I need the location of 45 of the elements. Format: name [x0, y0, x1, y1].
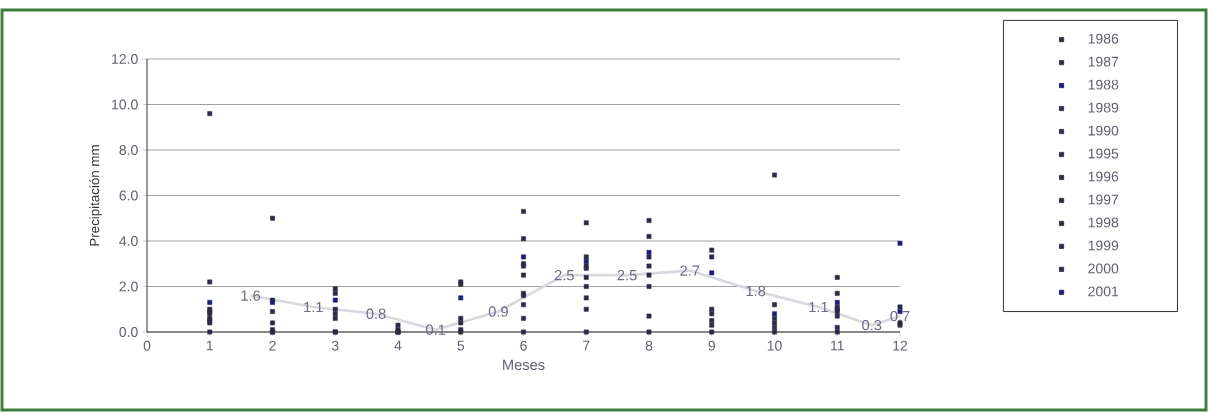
data-label: 0.8 — [366, 308, 386, 319]
y-tick-label: 2.0 — [119, 281, 138, 292]
x-tick-label: 12 — [893, 340, 908, 351]
legend-label: 2001 — [1088, 286, 1119, 297]
x-tick-label: 10 — [767, 340, 782, 351]
data-label: 0.9 — [488, 306, 508, 317]
data-label: 1.1 — [809, 301, 828, 313]
data-label: 0.3 — [862, 320, 882, 331]
x-tick-label: 8 — [645, 340, 653, 351]
y-tick-label: 0.0 — [119, 327, 138, 337]
legend-label: 2000 — [1088, 263, 1119, 274]
x-tick-label: 6 — [520, 340, 527, 351]
x-tick-label: 7 — [583, 340, 590, 351]
data-label: 2.5 — [617, 269, 637, 281]
data-label: 2.5 — [554, 269, 574, 281]
y-axis-title: Precipitación mm — [89, 145, 102, 246]
y-tick-label: 6.0 — [119, 190, 138, 201]
x-tick-label: 4 — [394, 340, 402, 351]
y-tick-label: 10.0 — [112, 99, 138, 110]
x-tick-label: 2 — [269, 340, 276, 351]
x-tick-label: 9 — [708, 340, 715, 351]
legend-label: 1986 — [1088, 33, 1119, 44]
data-label: 1.1 — [304, 301, 323, 313]
legend-label: 1997 — [1088, 194, 1119, 205]
legend-label: 1998 — [1088, 217, 1119, 228]
y-tick-label: 4.0 — [119, 236, 138, 246]
data-label: 1.6 — [241, 290, 261, 301]
x-tick-label: 3 — [331, 340, 339, 351]
data-label: 2.7 — [680, 265, 700, 276]
legend-label: 1987 — [1088, 56, 1119, 67]
legend-label: 1988 — [1088, 79, 1119, 90]
legend-label: 1989 — [1088, 102, 1119, 113]
x-tick-label: 11 — [831, 340, 844, 351]
legend-label: 1990 — [1088, 125, 1119, 136]
legend-label: 1999 — [1088, 240, 1119, 251]
legend-label: 1995 — [1088, 148, 1119, 159]
x-tick-label: 5 — [457, 340, 465, 351]
data-label: 0.7 — [890, 310, 910, 322]
legend-label: 1996 — [1088, 171, 1119, 182]
y-tick-label: 12.0 — [112, 54, 138, 64]
x-tick-label: 1 — [206, 340, 213, 351]
x-axis-title: Meses — [503, 359, 545, 371]
y-tick-label: 8.0 — [119, 145, 138, 155]
x-tick-label: 0 — [143, 340, 151, 351]
data-label: 1.8 — [746, 285, 766, 297]
